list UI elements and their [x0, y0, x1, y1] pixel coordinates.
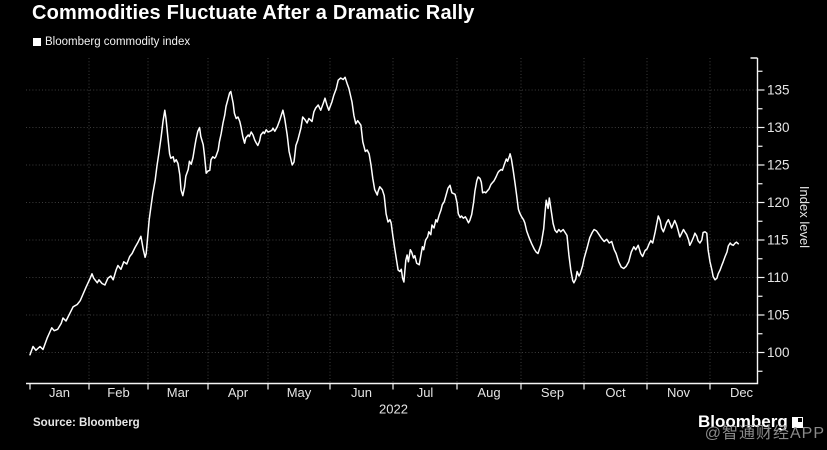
x-tick-label: Aug: [477, 385, 500, 400]
axes: [26, 57, 759, 385]
watermark-text: @智通财经APP: [704, 425, 825, 442]
x-tick-label: Nov: [667, 385, 691, 400]
y-tick-label: 110: [767, 270, 789, 285]
axis-ticks: [29, 70, 765, 390]
x-axis-year-label: 2022: [379, 402, 408, 417]
x-tick-label: Apr: [228, 385, 249, 400]
gridlines: [26, 58, 758, 383]
x-tick-label: Jun: [351, 385, 372, 400]
y-tick-label: 120: [767, 195, 790, 210]
axis-frame: [26, 57, 759, 385]
bloomberg-wordmark: Bloomberg: [698, 412, 788, 431]
x-tick-label: Jan: [49, 385, 70, 400]
x-tick-label: Dec: [730, 385, 754, 400]
x-tick-label: Sep: [541, 385, 564, 400]
chart-legend: Bloomberg commodity index: [33, 36, 190, 48]
y-tick-label: 130: [767, 120, 790, 135]
bloomberg-square-icon: [791, 416, 803, 428]
y-axis-title: Index level: [797, 186, 812, 248]
legend-label: Bloomberg commodity index: [45, 36, 191, 48]
y-tick-label: 105: [767, 308, 790, 323]
commodity-index-line: [29, 76, 740, 356]
axis-tick-labels: 100 105 110 115 120 125 130 135 Jan Feb Mar Apr May J…: [49, 83, 790, 401]
x-tick-label: May: [287, 385, 312, 400]
source-note: Source: Bloomberg: [33, 417, 140, 429]
bloomberg-logo: Bloomberg: [698, 412, 803, 432]
data-series: [29, 76, 740, 356]
legend-square-icon: [33, 38, 41, 46]
y-tick-label: 125: [767, 158, 790, 173]
x-tick-label: Oct: [605, 385, 626, 400]
page-title: Commodities Fluctuate After a Dramatic R…: [32, 2, 475, 24]
y-tick-label: 115: [767, 233, 789, 248]
x-tick-label: Jul: [417, 385, 434, 400]
y-tick-label: 135: [767, 83, 790, 98]
x-tick-label: Feb: [107, 385, 129, 400]
y-tick-label: 100: [767, 345, 790, 360]
x-tick-label: Mar: [167, 385, 190, 400]
